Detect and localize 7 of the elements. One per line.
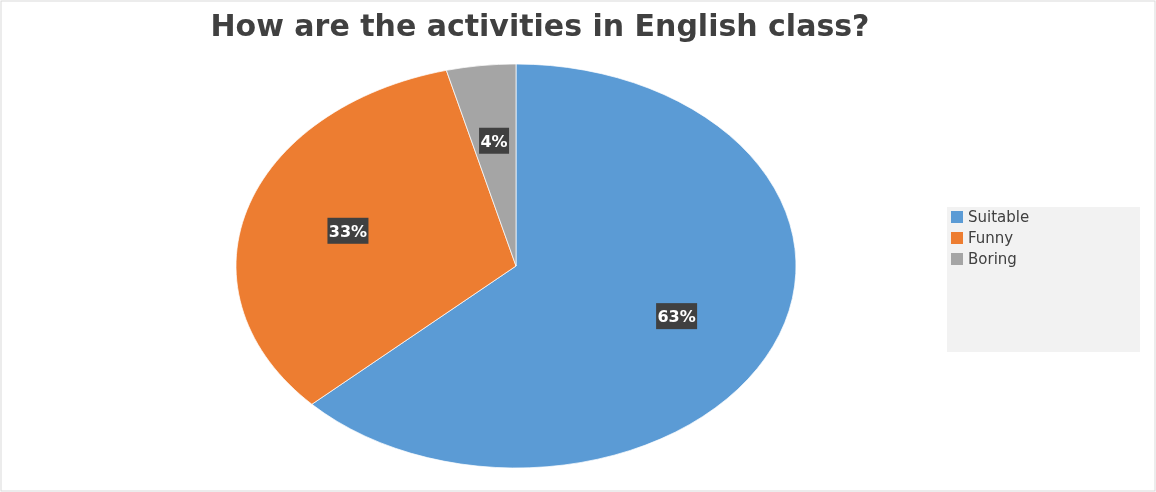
legend-label: Funny — [968, 229, 1014, 247]
chart-title: How are the activities in English class? — [210, 8, 870, 43]
data-label: 4% — [480, 131, 508, 151]
legend-label: Suitable — [968, 208, 1030, 226]
legend-label: Boring — [968, 250, 1017, 268]
data-label: 63% — [657, 307, 696, 327]
data-label: 33% — [328, 221, 368, 241]
